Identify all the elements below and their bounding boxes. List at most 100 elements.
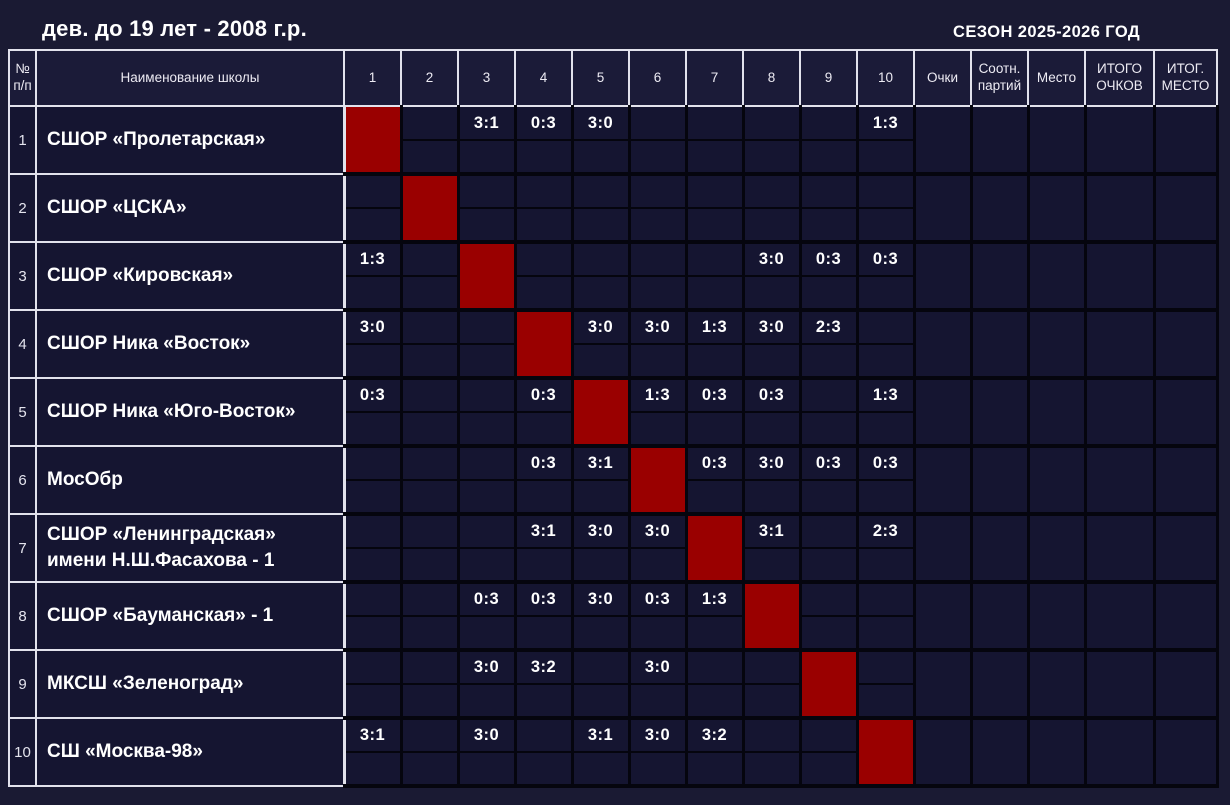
score-cell-empty [399, 139, 460, 176]
score-cell [342, 581, 403, 617]
score-cell-empty [741, 751, 802, 788]
team-row-bottom [9, 751, 1217, 788]
score-cell: 3:0 [570, 105, 631, 141]
summary-points-cell [912, 445, 973, 516]
score-cell [342, 445, 403, 481]
diagonal-cell [456, 241, 517, 312]
score-cell-empty [684, 479, 745, 516]
summary-place-cell [1026, 377, 1087, 448]
summary-points-cell [912, 173, 973, 244]
results-table-body: 1 СШОР «Пролетарская» 3:1 0:3 3:0 1:3 2 СШОР «Ц… [8, 105, 1219, 788]
score-cell [342, 513, 403, 549]
score-cell: 3:1 [741, 513, 802, 549]
score-cell-empty [798, 547, 859, 584]
team-row-top: 5 СШОР Ника «Юго-Восток» 0:3 0:3 1:3 0:3 0:3 1:… [8, 377, 1219, 448]
score-cell-empty [399, 275, 460, 312]
score-cell [741, 105, 802, 141]
score-cell-empty [684, 207, 745, 244]
score-cell: 0:3 [513, 581, 574, 617]
header-opponent-5: 5 [571, 49, 630, 107]
summary-final-place-cell [1152, 445, 1219, 516]
score-cell: 0:3 [513, 377, 574, 413]
score-cell-empty [627, 411, 688, 448]
summary-total-points-cell [1083, 173, 1156, 244]
score-cell-empty [570, 547, 631, 584]
score-cell-empty [627, 275, 688, 312]
score-cell-empty [627, 547, 688, 584]
score-cell [798, 377, 859, 413]
summary-set-ratio-cell [969, 309, 1030, 380]
score-cell [456, 377, 517, 413]
summary-set-ratio-cell [969, 445, 1030, 516]
school-name: СШОР «Пролетарская» [35, 105, 346, 175]
score-cell [342, 173, 403, 209]
summary-place-cell [1026, 513, 1087, 584]
score-cell: 3:1 [570, 717, 631, 753]
score-cell: 3:0 [570, 513, 631, 549]
score-cell-empty [342, 751, 403, 788]
team-row-bottom [9, 479, 1217, 516]
score-cell [456, 513, 517, 549]
summary-total-points-cell [1083, 649, 1156, 720]
header-row: № п/п Наименование школы 1 2 3 4 5 6 7 8… [8, 49, 1218, 107]
diagonal-cell [570, 377, 631, 448]
score-cell-empty [684, 139, 745, 176]
score-cell [342, 649, 403, 685]
score-cell-empty [342, 275, 403, 312]
score-cell-empty [342, 683, 403, 720]
summary-points-cell [912, 377, 973, 448]
score-cell-empty [798, 751, 859, 788]
score-cell: 3:2 [513, 649, 574, 685]
team-row-bottom [9, 275, 1217, 312]
score-cell [798, 105, 859, 141]
score-cell-empty [513, 751, 574, 788]
header-opponent-6: 6 [628, 49, 687, 107]
score-cell-empty [513, 547, 574, 584]
score-cell-empty [570, 139, 631, 176]
score-cell: 0:3 [741, 377, 802, 413]
header-opponent-9: 9 [799, 49, 858, 107]
summary-set-ratio-cell [969, 581, 1030, 652]
summary-total-points-cell [1083, 309, 1156, 380]
score-cell: 1:3 [342, 241, 403, 277]
score-cell: 1:3 [855, 105, 916, 141]
score-cell [855, 649, 916, 685]
team-row-top: 8 СШОР «Бауманская» - 1 0:3 0:3 3:0 0:3 1:3 [8, 581, 1219, 652]
score-cell [570, 173, 631, 209]
score-cell-empty [570, 683, 631, 720]
header-opponent-1: 1 [343, 49, 402, 107]
summary-points-cell [912, 241, 973, 312]
score-cell-empty [342, 207, 403, 244]
header-opponent-10: 10 [856, 49, 915, 107]
summary-final-place-cell [1152, 717, 1219, 788]
score-cell [456, 309, 517, 345]
score-cell-empty [741, 411, 802, 448]
score-cell: 0:3 [513, 445, 574, 481]
score-cell: 0:3 [855, 241, 916, 277]
summary-set-ratio-cell [969, 173, 1030, 244]
score-cell [399, 649, 460, 685]
score-cell-empty [456, 615, 517, 652]
score-cell [684, 173, 745, 209]
row-number: 7 [8, 513, 37, 583]
summary-place-cell [1026, 309, 1087, 380]
school-name: СШОР «Ленинградская» имени Н.Ш.Фасахова … [35, 513, 346, 583]
row-number: 5 [8, 377, 37, 447]
row-number: 10 [8, 717, 37, 787]
score-cell [399, 309, 460, 345]
score-cell: 0:3 [798, 445, 859, 481]
team-row-bottom [9, 683, 1217, 720]
team-row-top: 10 СШ «Москва-98» 3:1 3:0 3:1 3:0 3:2 [8, 717, 1219, 788]
summary-points-cell [912, 649, 973, 720]
score-cell-empty [399, 479, 460, 516]
summary-total-points-cell [1083, 717, 1156, 788]
score-cell: 3:0 [456, 649, 517, 685]
score-cell-empty [342, 479, 403, 516]
score-cell [399, 581, 460, 617]
team-row-top: 3 СШОР «Кировская» 1:3 3:0 0:3 0:3 [8, 241, 1219, 312]
score-cell-empty [855, 615, 916, 652]
score-cell-empty [798, 207, 859, 244]
team-row-top: 4 СШОР Ника «Восток» 3:0 3:0 3:0 1:3 3:0 2:3 [8, 309, 1219, 380]
score-cell-empty [513, 683, 574, 720]
summary-final-place-cell [1152, 105, 1219, 176]
